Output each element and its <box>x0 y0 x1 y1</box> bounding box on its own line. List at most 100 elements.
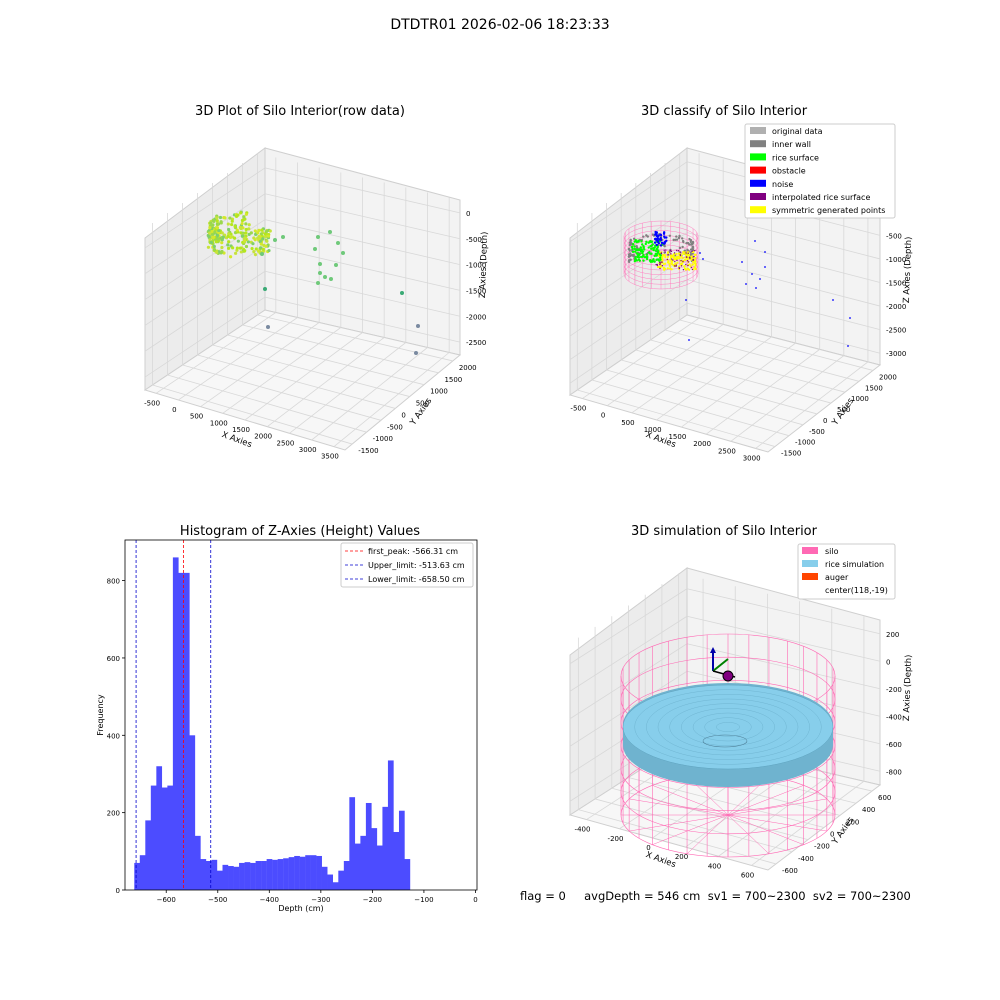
p2-inner-wall-point <box>627 259 631 262</box>
p1-point <box>215 222 219 226</box>
p2-symmetric-point <box>656 265 660 269</box>
p1-y-tick-label: 500 <box>416 400 429 408</box>
p1-point <box>231 246 235 250</box>
p2-interpolated-point <box>675 265 677 267</box>
p2-interpolated-point <box>675 264 678 266</box>
p2-y-grid-line <box>621 359 818 415</box>
p2-floor-pane <box>568 314 882 453</box>
p2-symmetric-point <box>661 258 664 262</box>
p1-point <box>232 236 237 240</box>
histogram-y-tick-label: 200 <box>107 810 120 818</box>
p4-legend-label: rice simulation <box>825 560 884 569</box>
p4-rice-top <box>622 684 834 770</box>
p1-point <box>238 246 243 250</box>
p1-point <box>220 249 224 254</box>
p1-z-grid-line <box>264 245 461 291</box>
p2-noise-point <box>655 243 658 247</box>
p1-point <box>242 236 247 240</box>
p4-center-marker <box>710 647 736 682</box>
p2-grid <box>569 153 881 449</box>
p2-rice-surface-point <box>634 255 637 259</box>
p2-rice-surface-point <box>645 257 649 261</box>
p2-rice-surface-point <box>644 242 647 246</box>
p2-rice-surface-point <box>642 245 645 248</box>
p1-z-grid-line <box>264 167 461 214</box>
p2-noise-point <box>659 233 663 237</box>
p1-point <box>219 220 223 224</box>
p2-legend-swatch <box>750 179 766 187</box>
p2-rice-surface-point <box>634 239 638 242</box>
p4-z-tick-label: 0 <box>886 658 890 666</box>
histogram-y-tick-label: 800 <box>107 578 120 586</box>
p2-symmetric-point <box>674 262 677 265</box>
histogram-legend-entries: first_peak: -566.31 cm Upper_limit: -513.… <box>345 547 465 584</box>
p1-y-tick-label: -500 <box>387 423 403 431</box>
p2-legend-swatch <box>750 140 766 148</box>
panel3-histogram: −600 −500 −400 −300 −200 −100 0 0200400600800 … <box>96 539 478 913</box>
p2-interpolated-point <box>656 263 658 266</box>
p4-z-grid-line <box>569 588 688 665</box>
histogram-x-tick-label: −200 <box>363 896 382 904</box>
p2-z-grid-line <box>686 208 881 260</box>
p1-y-grid-line <box>257 314 453 362</box>
p2-inner-wall-point <box>627 247 631 251</box>
p1-z-grid-line <box>264 296 461 343</box>
histogram-bar <box>332 882 339 890</box>
p4-z-axis-label: Z Axies (Depth) <box>902 654 914 721</box>
p2-y-grid-line <box>606 369 804 426</box>
p4-silo-floor-spoke <box>652 785 729 816</box>
p2-legend-swatch <box>750 127 766 134</box>
histogram-bar <box>145 820 152 890</box>
p1-point <box>226 234 230 238</box>
p1-z-tick-label: -1500 <box>466 287 486 295</box>
histogram-bar <box>216 870 223 890</box>
p2-symmetric-point <box>662 262 665 266</box>
p2-interpolated-point <box>667 253 669 256</box>
p2-rice-surface-point <box>639 250 643 253</box>
p4-z-grid-line <box>569 615 688 692</box>
histogram-bar <box>205 860 212 890</box>
p2-rice-surface-point <box>645 255 649 258</box>
p1-z-grid-line <box>144 296 266 378</box>
histogram-x-ticks: −600 −500 −400 −300 −200 −100 0 <box>157 890 478 904</box>
p1-z-tick-label: -500 <box>466 236 482 244</box>
p2-z-grid-line <box>686 232 881 283</box>
p1-y-grid-line <box>167 374 367 433</box>
p1-y-grid-line <box>152 384 353 445</box>
p2-legend-swatch <box>750 193 766 200</box>
histogram-bar <box>327 874 333 890</box>
p1-point <box>258 239 262 244</box>
p1-point <box>214 240 218 244</box>
p1-point <box>256 236 260 240</box>
p4-y-grid-line <box>611 787 809 841</box>
histogram-bar <box>277 859 284 890</box>
p1-point <box>234 251 238 255</box>
p2-symmetric-point <box>676 261 679 264</box>
panel4-title: 3D simulation of Silo Interior <box>631 524 817 539</box>
p1-point <box>264 230 269 234</box>
p1-y-tick-label: 1500 <box>444 376 462 384</box>
p1-point <box>228 216 232 220</box>
p4-rice-contour <box>669 703 787 751</box>
p4-legend-box <box>797 543 896 600</box>
p2-interpolated-point <box>678 266 680 269</box>
p4-silo-floor-spoke <box>727 814 827 832</box>
p1-point <box>259 232 263 236</box>
figure-title: DTDTR01 2026-02-06 18:23:33 <box>390 17 610 33</box>
p1-outlier-point <box>263 287 267 291</box>
p2-inner-wall-point <box>689 251 692 254</box>
p4-silo-floor-spoke <box>686 814 729 854</box>
p1-y-grid-line <box>242 324 439 374</box>
p1-point <box>252 250 256 254</box>
p4-z-grid-line <box>686 615 881 662</box>
p1-outlier-point <box>334 263 338 267</box>
histogram-bar <box>371 828 378 890</box>
p4-y-tick-label: 600 <box>878 794 891 802</box>
p2-noise-point <box>656 239 659 242</box>
p2-noise-point <box>663 241 666 244</box>
p1-point <box>244 231 248 235</box>
p2-symmetric-point <box>691 263 694 266</box>
p1-point <box>241 234 245 238</box>
